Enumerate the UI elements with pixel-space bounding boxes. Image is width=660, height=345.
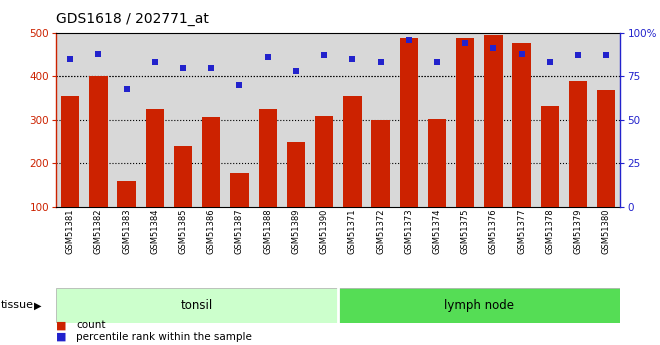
Bar [338,288,620,323]
Text: tissue: tissue [1,300,34,310]
Bar [259,109,277,207]
Point [121,86,132,91]
Text: ▶: ▶ [34,300,42,310]
Text: GSM51378: GSM51378 [545,209,554,254]
Text: GSM51388: GSM51388 [263,209,272,254]
Text: GSM51386: GSM51386 [207,209,216,254]
Bar [286,142,305,207]
Bar [315,116,333,207]
Point [263,55,273,60]
Point [488,46,499,51]
Text: GSM51375: GSM51375 [461,209,470,254]
Bar [230,174,249,207]
Text: GSM51373: GSM51373 [405,209,413,254]
Bar [343,96,362,207]
Bar [541,106,559,207]
Bar [89,76,108,207]
Bar [512,43,531,207]
Text: GSM51389: GSM51389 [292,209,300,254]
Point [376,60,386,65]
Text: GSM51385: GSM51385 [179,209,187,254]
Bar [146,109,164,207]
Point [516,51,527,57]
Text: count: count [76,320,106,330]
Text: GSM51390: GSM51390 [319,209,329,254]
Bar [597,90,616,207]
Text: GSM51384: GSM51384 [150,209,159,254]
Point [65,56,75,62]
Point [290,68,301,74]
Text: GDS1618 / 202771_at: GDS1618 / 202771_at [56,12,209,26]
Text: GSM51377: GSM51377 [517,209,526,254]
Bar [484,35,503,207]
Bar [174,146,192,207]
Point [601,53,612,58]
Text: GSM51371: GSM51371 [348,209,357,254]
Text: GSM51372: GSM51372 [376,209,385,254]
Text: ■: ■ [56,320,67,330]
Bar [202,117,220,207]
Point [178,65,188,70]
Bar [428,119,446,207]
Bar [56,288,338,323]
Point [544,60,555,65]
Text: GSM51374: GSM51374 [432,209,442,254]
Text: GSM51383: GSM51383 [122,209,131,254]
Bar [569,81,587,207]
Bar [399,38,418,207]
Text: GSM51381: GSM51381 [66,209,75,254]
Text: ■: ■ [56,332,67,342]
Point [460,40,471,46]
Point [403,37,414,42]
Bar [117,181,136,207]
Text: percentile rank within the sample: percentile rank within the sample [76,332,251,342]
Text: GSM51387: GSM51387 [235,209,244,254]
Text: tonsil: tonsil [181,299,213,312]
Point [150,60,160,65]
Bar [456,38,475,207]
Point [319,53,329,58]
Text: lymph node: lymph node [444,299,514,312]
Point [432,60,442,65]
Bar [61,96,79,207]
Point [234,82,245,88]
Point [206,65,216,70]
Point [347,56,358,62]
Point [573,53,583,58]
Text: GSM51376: GSM51376 [489,209,498,254]
Text: GSM51380: GSM51380 [602,209,611,254]
Text: GSM51382: GSM51382 [94,209,103,254]
Text: GSM51379: GSM51379 [574,209,583,254]
Bar [372,120,390,207]
Point [93,51,104,57]
